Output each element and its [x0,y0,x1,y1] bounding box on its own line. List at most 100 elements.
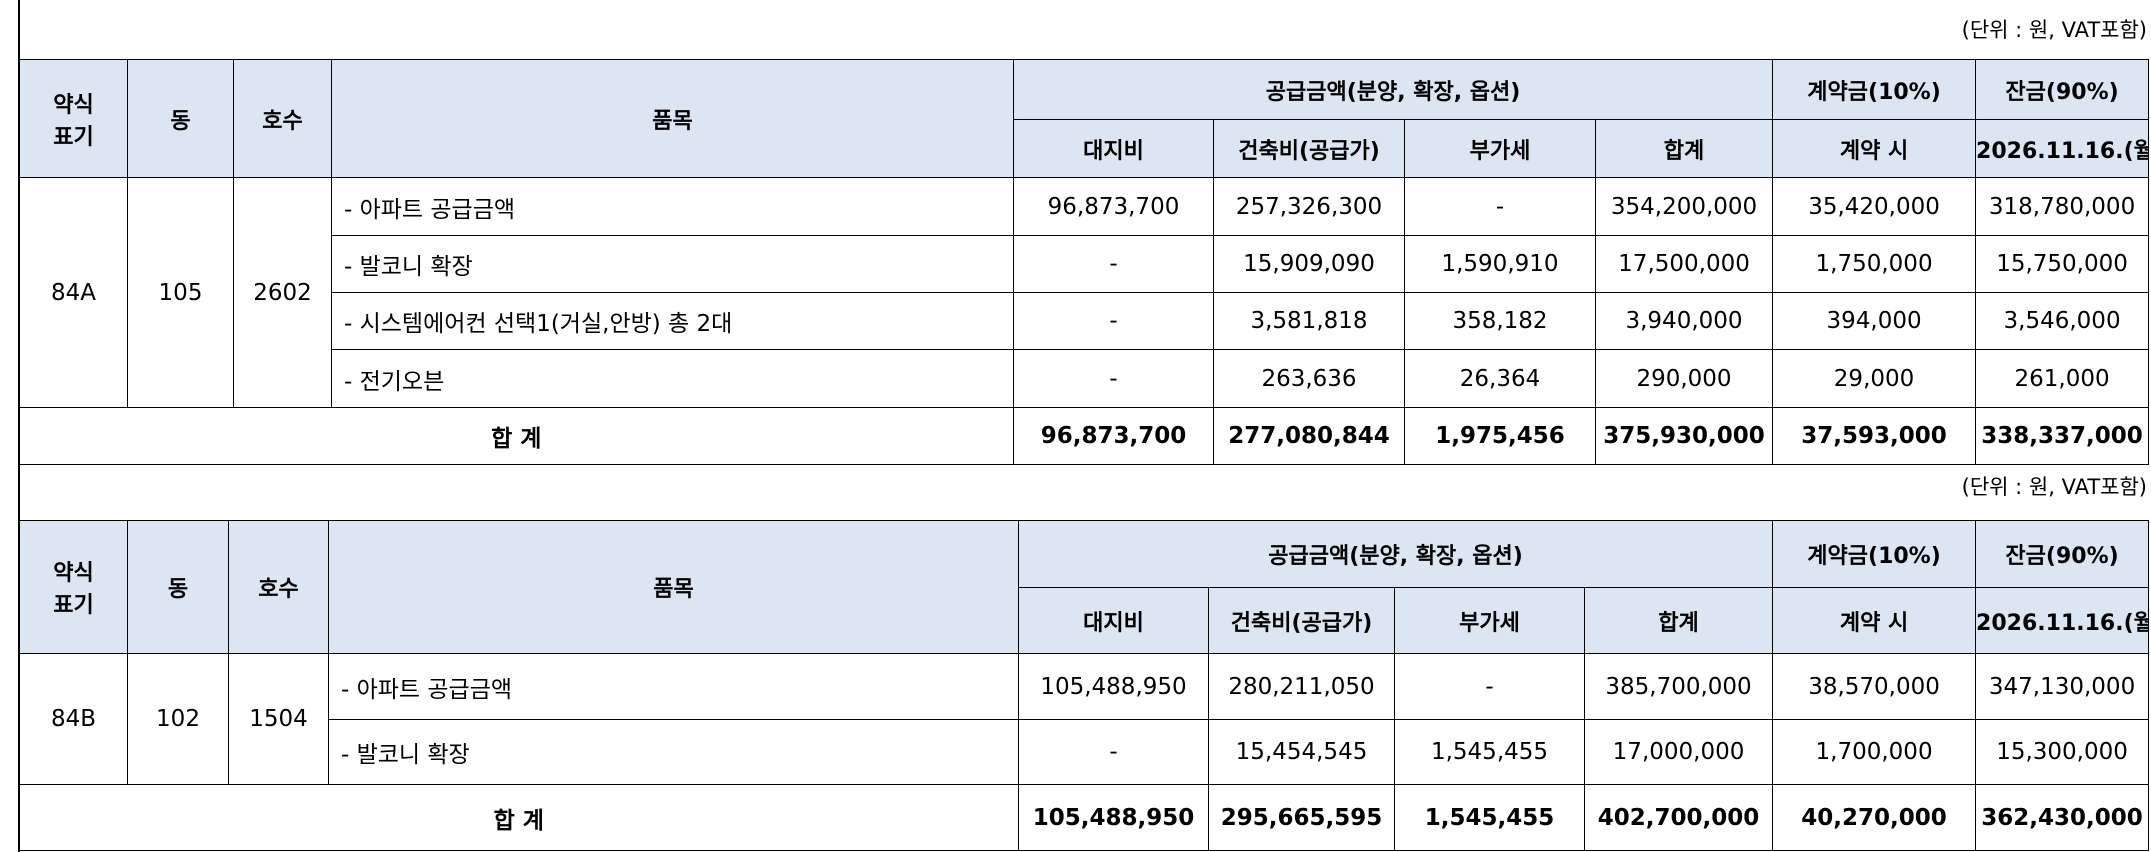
amount-cell: 1,750,000 [1772,235,1977,293]
left-rule [18,0,20,852]
amount-cell: 29,000 [1772,349,1977,408]
header-cell: 공급금액(분양, 확장, 옵션) [1017,520,1774,588]
header-cell: 품목 [331,59,1014,178]
header-cell: 잔금(90%) [1975,59,2150,120]
unit-cell: 105 [127,177,234,408]
header-cell: 건축비(공급가) [1208,587,1395,654]
header-cell: 동 [127,59,234,178]
header-cell: 2026.11.16.(월) [1975,587,2150,654]
table-row: - 발코니 확장 -15,454,545 1,545,455 17,000,000 1,… [20,719,2150,785]
header-cell: 계약 시 [1772,587,1977,654]
amount-cell: 347,130,000 [1975,653,2150,720]
table-row: 84A 105 2602- 아파트 공급금액 96,873,700 257,326,30… [19,177,2150,408]
total-cell: 1,545,455 [1394,784,1585,851]
amount-cell: 1,590,910 [1404,235,1596,293]
price-table: 약식 표기 동 호수 품목 공급금액(분양, 확장, 옵션) 계약금(10%) 잔금(90%)… [19,520,2150,851]
header-line: 약식 [53,561,94,586]
header-line: 약식 [53,92,94,118]
table-row: 약식 표기 동 호수 품목 공급금액(분양, 확장, 옵션) 계약금(10%) 잔금(90%) [19,59,2150,178]
amount-cell: - [1013,292,1214,350]
item-cell: - 발코니 확장 [331,235,1014,293]
total-label: 합 계 [19,407,1014,465]
unit-cell: 102 [127,653,229,785]
amount-cell: 261,000 [1975,349,2150,408]
amount-cell: 1,545,455 [1394,719,1585,785]
total-cell: 375,930,000 [1594,407,1774,465]
header-cell: 부가세 [1404,119,1596,178]
amount-cell: 17,000,000 [1583,719,1774,785]
header-cell: 계약금(10%) [1772,520,1977,588]
amount-cell: 15,909,090 [1213,235,1405,293]
unit-cell: 2602 [233,177,332,408]
header-cell: 대지비 [1013,119,1214,178]
amount-cell: - [1013,349,1214,408]
amount-cell: 394,000 [1772,292,1977,350]
table-row: 합 계 96,873,700 277,080,844 1,975,456 375,930… [19,407,2150,465]
total-cell: 362,430,000 [1975,784,2150,851]
table-row: 합 계 105,488,950 295,665,595 1,545,455 402,70… [19,784,2150,851]
header-cell: 계약 시 [1772,119,1977,178]
header-cell: 동 [127,520,229,654]
item-cell: - 전기오븐 [331,349,1014,408]
amount-cell: - [1013,235,1214,293]
amount-cell: 3,581,818 [1213,292,1405,350]
unit-note: (단위 : 원, VAT포함) [1961,475,2147,499]
amount-cell: 257,326,300 [1213,177,1405,236]
total-cell: 1,975,456 [1404,407,1596,465]
amount-cell: 15,750,000 [1975,235,2150,293]
total-cell: 402,700,000 [1583,784,1774,851]
table-row: 대지비 건축비(공급가) 부가세 합계 계약 시 2026.11.16.(월) [20,119,2150,178]
amount-cell: 385,700,000 [1583,653,1774,720]
total-cell: 105,488,950 [1018,784,1209,851]
item-cell: - 아파트 공급금액 [328,653,1019,720]
total-cell: 37,593,000 [1772,407,1977,465]
header-line: 표기 [53,593,94,618]
header-cell: 건축비(공급가) [1213,119,1405,178]
table-row: - 발코니 확장 -15,909,090 1,590,910 17,500,000 1,… [20,235,2150,293]
unit-cell: 84B [19,653,128,785]
header-cell: 대지비 [1018,587,1209,654]
table-row: - 시스템에어컨 선택1(거실,안방) 총 2대 -3,581,818 358,18… [20,292,2150,350]
amount-cell: 3,546,000 [1975,292,2150,350]
header-cell: 잔금(90%) [1975,520,2150,588]
amount-cell: 38,570,000 [1772,653,1977,720]
table-row: - 전기오븐 -263,636 26,364 290,000 29,000 261,000 [20,349,2150,408]
amount-cell: 96,873,700 [1013,177,1214,236]
item-cell: - 아파트 공급금액 [331,177,1014,236]
header-cell: 계약금(10%) [1772,59,1977,120]
header-cell: 호수 [228,520,329,654]
amount-cell: 15,300,000 [1975,719,2150,785]
amount-cell: 35,420,000 [1772,177,1977,236]
amount-cell: - [1404,177,1596,236]
total-cell: 338,337,000 [1975,407,2150,465]
amount-cell: 354,200,000 [1594,177,1774,236]
header-cell: 호수 [233,59,332,178]
header-cell: 합계 [1594,119,1774,178]
amount-cell: 263,636 [1213,349,1405,408]
item-cell: - 발코니 확장 [328,719,1019,785]
amount-cell: 280,211,050 [1208,653,1395,720]
total-cell: 277,080,844 [1213,407,1405,465]
amount-cell: 3,940,000 [1594,292,1774,350]
table-row: 84B 102 1504- 아파트 공급금액 105,488,950 280,211,0… [19,653,2150,785]
header-cell: 2026.11.16.(월) [1975,119,2150,178]
price-table: 약식 표기 동 호수 품목 공급금액(분양, 확장, 옵션) 계약금(10%) 잔금(90%)… [19,59,2150,465]
total-cell: 40,270,000 [1772,784,1977,851]
amount-cell: 105,488,950 [1018,653,1209,720]
item-cell: - 시스템에어컨 선택1(거실,안방) 총 2대 [331,292,1014,350]
total-label: 합 계 [19,784,1019,851]
header-cell: 합계 [1583,587,1774,654]
header-line: 표기 [53,124,94,150]
amount-cell: 26,364 [1404,349,1596,408]
total-cell: 96,873,700 [1013,407,1214,465]
header-cell: 품목 [328,520,1019,654]
unit-cell: 84A [19,177,128,408]
amount-cell: - [1394,653,1585,720]
header-cell: 공급금액(분양, 확장, 옵션) [1012,59,1774,120]
header-cell: 부가세 [1394,587,1585,654]
table-row: 약식 표기 동 호수 품목 공급금액(분양, 확장, 옵션) 계약금(10%) 잔금(90%) [19,520,2150,654]
amount-cell: 358,182 [1404,292,1596,350]
